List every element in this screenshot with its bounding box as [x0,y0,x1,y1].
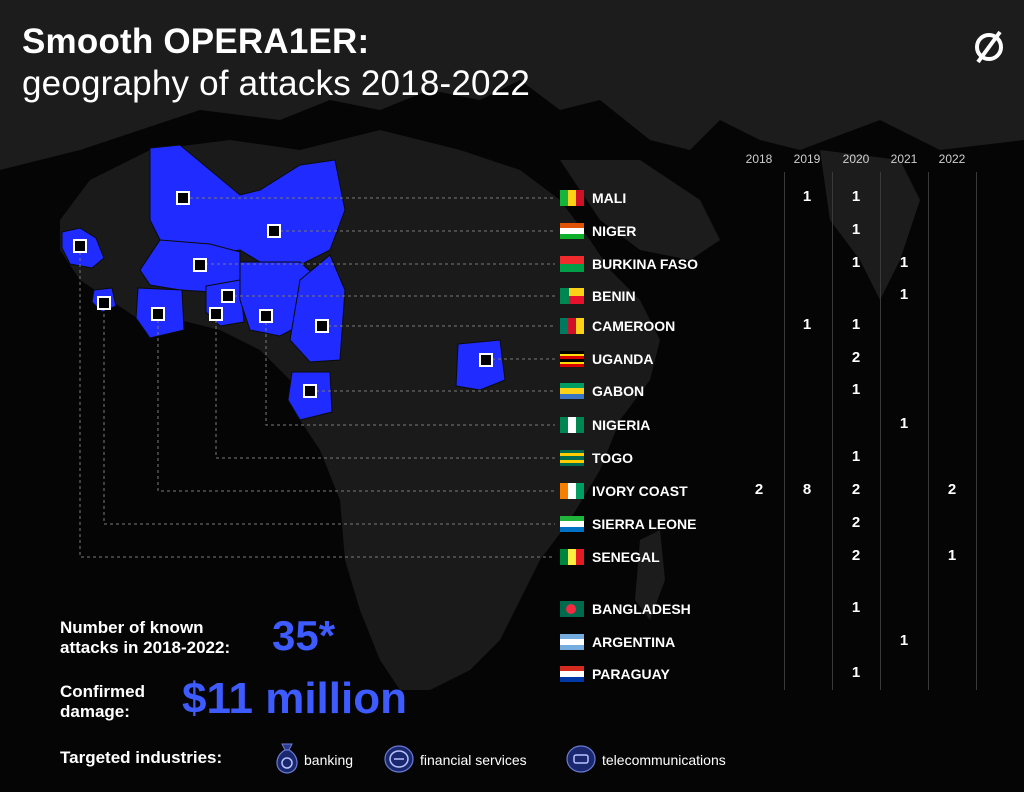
attacks-label-line1: Number of known [60,618,204,637]
attack-count-cell: 2 [851,481,861,498]
industry-label: banking [304,752,354,768]
flag-icon [560,549,584,565]
attack-count-cell: 1 [851,381,861,398]
country-label: MALI [592,190,627,206]
attack-count-cell: 1 [851,254,861,271]
flag-icon [560,223,584,239]
attack-count-cell: 1 [851,188,861,205]
attack-count-cell: 2 [851,514,861,531]
damage-amount: $11 million [182,674,407,723]
attack-count-cell: 2 [947,481,957,498]
land-north [0,0,1024,170]
attack-count-cell: 1 [851,448,861,465]
attack-count-cell: 1 [802,188,812,205]
attacks-count: 35* [272,612,336,659]
coin-icon [384,745,414,773]
flag-icon [560,450,584,466]
country-label: PARAGUAY [592,666,670,682]
column-divider [928,172,929,690]
flag-icon [560,483,584,499]
page-subtitle: geography of attacks 2018-2022 [22,64,531,103]
column-divider [832,172,833,690]
highlight-cameroon [289,254,346,363]
industry-label: telecommunications [602,752,726,768]
column-divider [880,172,881,690]
land-madagascar [635,530,665,620]
country-label: UGANDA [592,351,654,367]
attack-count-cell: 1 [899,286,909,303]
land-arabia [560,160,720,260]
country-label: ARGENTINA [592,634,676,650]
year-header: 2018 [745,152,773,166]
flag-icon [560,601,584,617]
phone-icon [566,745,596,773]
flag-icon [560,351,584,367]
attack-count-cell: 1 [851,316,861,333]
flag-icon [560,256,584,272]
flag-icon [560,666,584,682]
country-markers [73,191,493,398]
country-label: IVORY COAST [592,483,688,499]
connector-lines [79,197,555,558]
year-header: 2022 [938,152,966,166]
year-header: 2020 [842,152,870,166]
flag-icon [560,634,584,650]
flag-icon [560,383,584,399]
country-label: GABON [592,383,645,399]
industries-label: Targeted industries: [60,748,223,767]
attack-count-cell: 1 [947,547,957,564]
slashed-circle-logo-icon [975,30,1003,64]
column-divider [784,172,785,690]
attack-count-cell: 2 [754,481,764,498]
attack-count-cell: 1 [899,415,909,432]
flag-icon [560,288,584,304]
flag-icon [560,516,584,532]
attack-count-cell: 2 [851,349,861,366]
damage-label-line1: Confirmed [60,682,145,701]
country-label: CAMEROON [592,318,676,334]
year-header: 2021 [890,152,918,166]
flag-icon [560,318,584,334]
land-india [820,150,920,300]
attack-count-cell: 1 [851,599,861,616]
country-label: BURKINA FASO [592,256,699,272]
attack-count-cell: 1 [899,632,909,649]
flag-icon [560,417,584,433]
country-label: TOGO [592,450,633,466]
page-title: Smooth OPERA1ER: [22,22,370,61]
flag-icon [560,190,584,206]
country-label: SENEGAL [592,549,660,565]
attack-count-cell: 1 [899,254,909,271]
column-divider [976,172,977,690]
country-label: NIGER [592,223,637,239]
industry-label: financial services [420,752,527,768]
country-label: SIERRA LEONE [592,516,697,532]
year-header: 2019 [793,152,821,166]
attack-count-cell: 2 [851,547,861,564]
money-bag-icon [276,743,298,774]
attacks-label-line2: attacks in 2018-2022: [60,638,231,657]
attack-count-cell: 1 [851,221,861,238]
country-label: BANGLADESH [592,601,691,617]
attack-count-cell: 1 [851,664,861,681]
damage-label-line2: damage: [60,702,130,721]
country-label: BENIN [592,288,636,304]
attack-count-cell: 8 [802,481,812,498]
attack-count-cell: 1 [802,316,812,333]
country-label: NIGERIA [592,417,651,433]
